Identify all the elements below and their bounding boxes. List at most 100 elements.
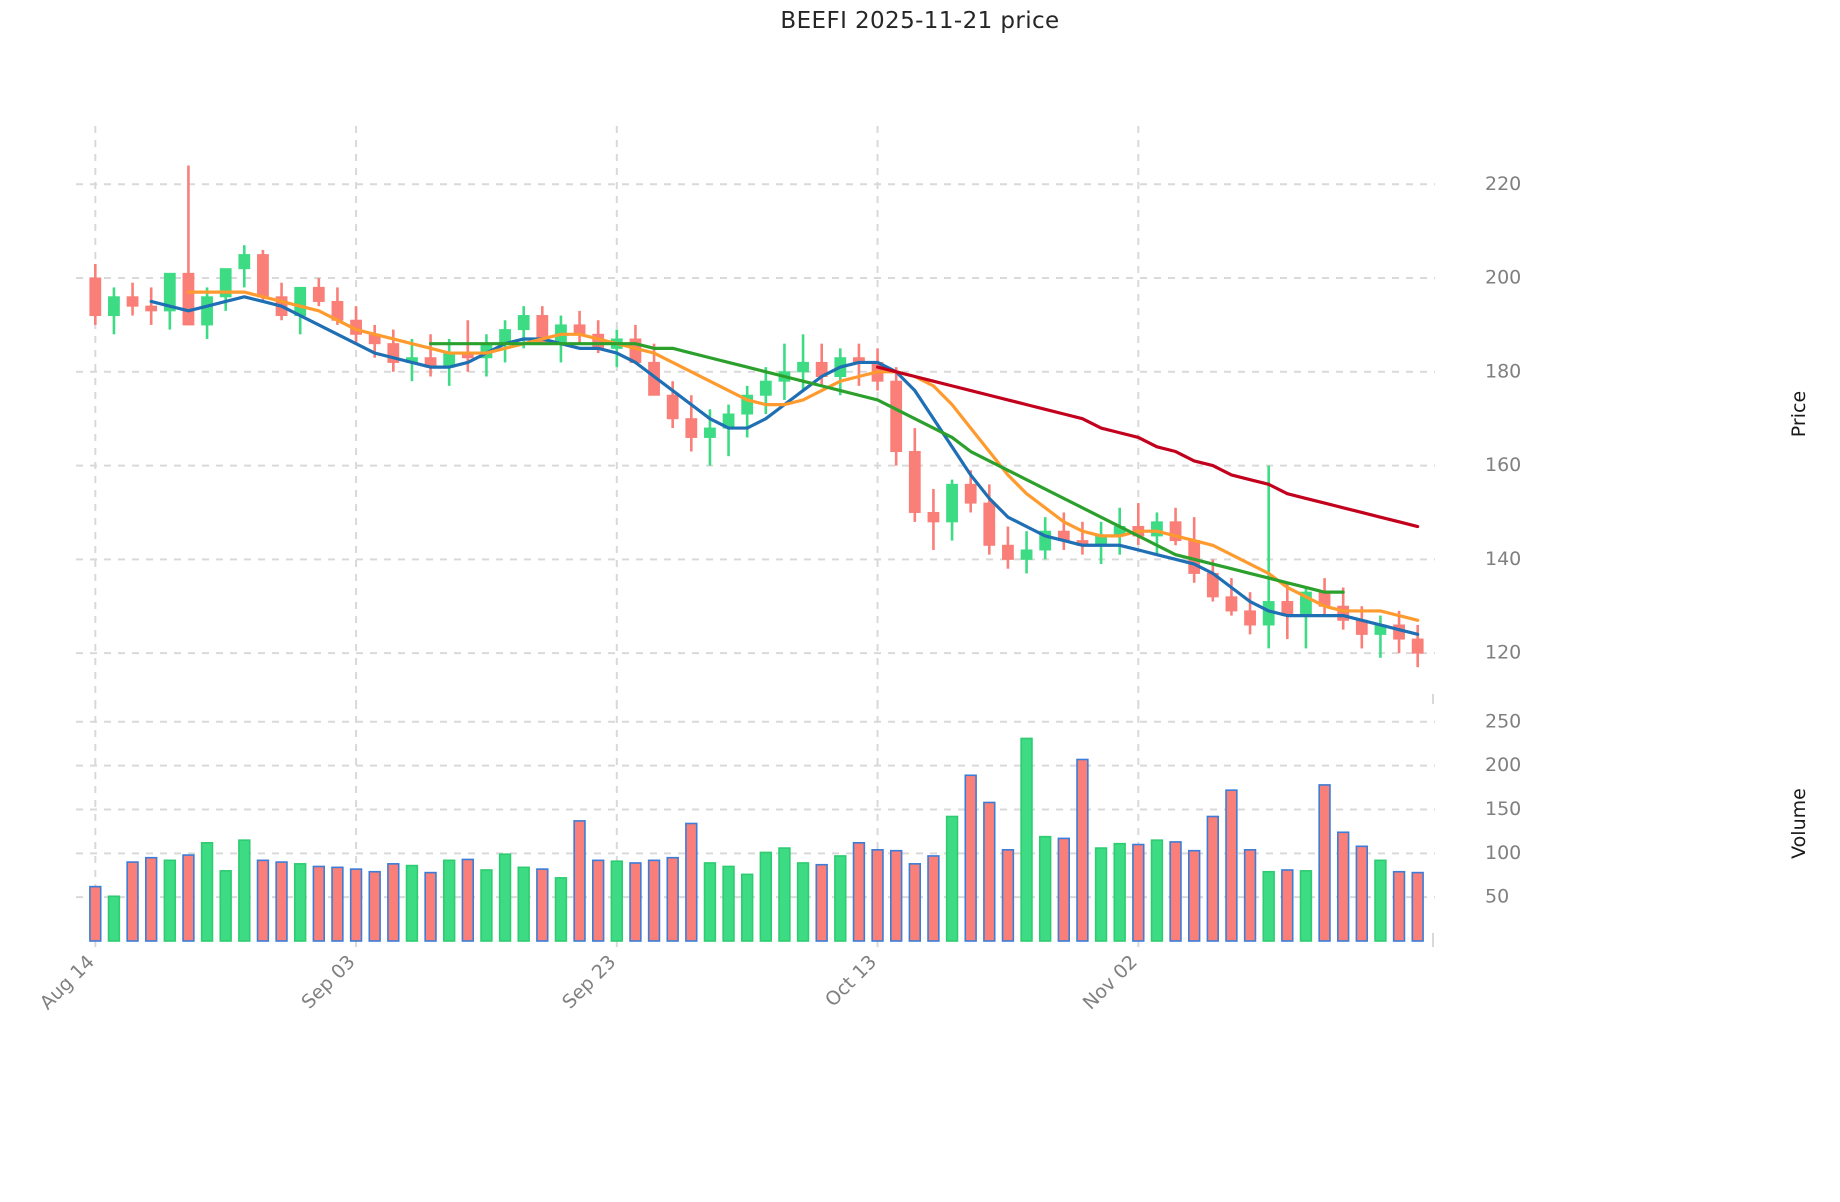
candlestick (1020, 531, 1033, 574)
volume-bar (834, 855, 847, 942)
candlestick (1281, 582, 1294, 640)
candlestick (163, 272, 176, 330)
candlestick (573, 310, 586, 344)
candle-body (666, 394, 679, 420)
volume-bar (238, 839, 251, 942)
candle-body (1337, 605, 1350, 621)
candlestick (182, 165, 195, 326)
volume-bar (908, 863, 922, 942)
candlestick (1002, 526, 1014, 569)
volume-bar (852, 841, 866, 942)
volume-bar (89, 885, 102, 942)
candle-body (145, 305, 158, 312)
candlestick (219, 268, 232, 311)
volume-bar (647, 859, 661, 942)
volume-bar (219, 870, 232, 942)
x-tick-label: Oct 13 (821, 951, 881, 1011)
volume-bar (331, 866, 344, 942)
candle-body (908, 451, 921, 513)
candle-body (294, 286, 307, 317)
volume-bar (1038, 835, 1052, 942)
volume-bar (1057, 837, 1071, 942)
volume-bar (349, 868, 363, 942)
candlestick (443, 338, 456, 386)
candlestick (722, 404, 735, 457)
candlestick (387, 329, 400, 372)
volume-bar (126, 861, 139, 942)
volume-bar (1355, 845, 1369, 942)
volume-bar (778, 847, 791, 942)
candle-body (182, 272, 195, 326)
candle-body (685, 418, 698, 438)
volume-bar (480, 869, 493, 942)
axis-titles: Price Volume (1788, 391, 1810, 859)
candlestick (89, 263, 102, 325)
volume-bar (1299, 870, 1313, 942)
candle-body (1244, 610, 1256, 626)
volume-axis-ticks: 250 200 150 100 50 (1485, 710, 1521, 907)
candlestick-series (89, 165, 1424, 668)
volume-bar (666, 856, 679, 942)
volume-bar (722, 865, 735, 942)
volume-bar (256, 859, 270, 942)
candlestick (946, 479, 958, 541)
candlestick (350, 306, 362, 344)
volume-tick-label: 250 (1485, 710, 1521, 732)
candlestick (908, 428, 921, 522)
volume-bar (740, 873, 754, 942)
volume-bar (1001, 849, 1015, 942)
candle-body (201, 296, 213, 326)
volume-bar (517, 866, 530, 942)
candlestick (294, 286, 307, 335)
candle-body (257, 254, 269, 298)
candle-body (163, 272, 176, 312)
volume-bar (1020, 737, 1033, 942)
volume-bar (1169, 841, 1182, 942)
candle-body (964, 483, 977, 504)
candlestick (1039, 517, 1052, 560)
ma-line (186, 290, 1420, 622)
price-axis-title: Price (1788, 391, 1810, 437)
candlestick (238, 245, 251, 288)
candlestick (1411, 624, 1424, 668)
ma-line (875, 365, 1420, 529)
candle-body (1169, 521, 1182, 542)
volume-bar (685, 822, 698, 942)
candle-body (219, 268, 232, 298)
volume-bar (424, 871, 437, 942)
volume-bar (1094, 847, 1108, 942)
candle-body (1020, 549, 1033, 560)
candlestick (1337, 587, 1350, 630)
volume-bar (536, 868, 549, 942)
volume-bar (573, 820, 586, 942)
volume-bar (312, 865, 326, 942)
volume-bar (1392, 870, 1406, 942)
candle-body (797, 361, 809, 373)
candle-body (927, 511, 940, 523)
volume-bar (945, 815, 959, 942)
price-gridlines (76, 183, 1435, 655)
candlestick (1188, 517, 1201, 583)
volume-bar (889, 849, 903, 942)
candlestick (610, 329, 623, 368)
candle-body (108, 296, 120, 317)
volume-bar (1187, 849, 1201, 942)
volume-axis-title: Volume (1788, 788, 1810, 859)
volume-bar (442, 859, 456, 942)
volume-bar (1262, 870, 1275, 942)
candle-body (704, 427, 716, 438)
volume-bar (107, 895, 121, 942)
volume-bar-series (89, 737, 1424, 942)
volume-bar (871, 849, 884, 942)
volume-bar (144, 856, 158, 942)
candlestick (126, 282, 139, 316)
moving-average-lines (149, 290, 1420, 636)
volume-bar (387, 863, 400, 942)
volume-tick-label: 50 (1485, 886, 1509, 908)
price-tick-label: 140 (1485, 548, 1521, 570)
candle-body (741, 394, 754, 415)
volume-bar (163, 859, 177, 942)
candlestick (1262, 465, 1275, 649)
candle-body (1039, 530, 1052, 551)
